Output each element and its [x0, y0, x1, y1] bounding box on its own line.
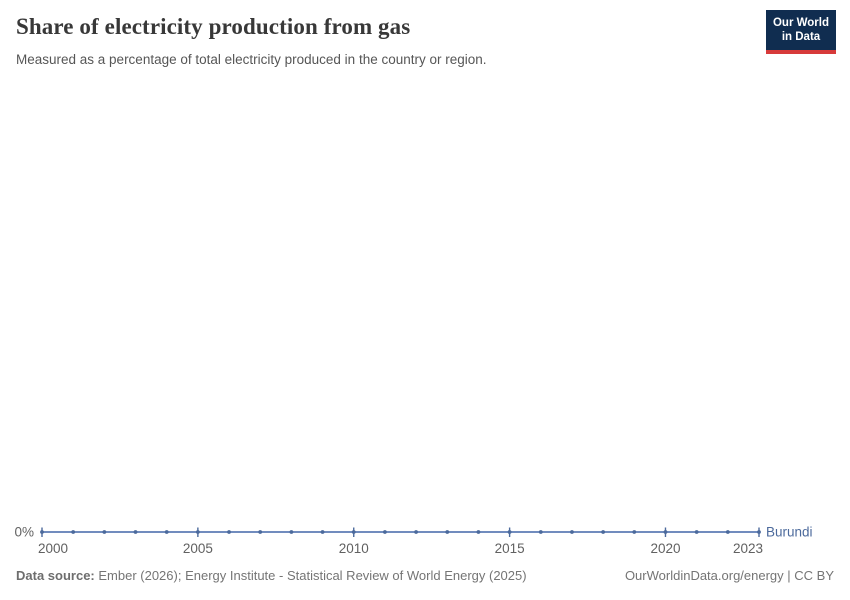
chart-subtitle: Measured as a percentage of total electr…	[16, 52, 487, 67]
data-source-text: Ember (2026); Energy Institute - Statist…	[94, 568, 527, 583]
data-point	[601, 530, 606, 534]
entity-label: Burundi	[766, 525, 813, 540]
data-point	[507, 530, 512, 534]
data-point	[320, 530, 325, 534]
data-point	[133, 530, 138, 534]
data-point	[538, 530, 543, 534]
data-point	[694, 530, 699, 534]
data-source-label: Data source:	[16, 568, 95, 583]
data-point	[383, 530, 387, 534]
x-tick-label: 2000	[38, 541, 68, 556]
x-tick-label: 2005	[183, 541, 213, 556]
x-tick-label: 2023	[733, 541, 763, 556]
x-tick-label: 2020	[650, 541, 680, 556]
data-point	[445, 530, 450, 534]
owid-logo-line1: Our World	[772, 17, 829, 29]
data-point	[164, 530, 169, 534]
data-point	[227, 530, 231, 534]
y-axis-label: 0%	[14, 525, 34, 540]
page-title: Share of electricity production from gas	[16, 14, 411, 39]
data-point	[40, 530, 44, 534]
data-point	[71, 530, 76, 534]
line-chart: 2000 2005 2010 2015 2020 2023 0% Burundi	[14, 525, 813, 557]
data-point	[570, 530, 574, 534]
data-point	[351, 530, 356, 534]
chart-footer: Data source: Ember (2026); Energy Instit…	[16, 568, 834, 583]
data-point	[195, 530, 200, 534]
data-point	[725, 530, 730, 534]
x-tick-label: 2010	[339, 541, 369, 556]
data-point	[258, 530, 263, 534]
data-point	[663, 530, 668, 534]
data-point	[476, 530, 481, 534]
data-point	[757, 530, 761, 534]
owid-logo[interactable]: Our World in Data	[766, 10, 836, 54]
x-tick-label: 2015	[495, 541, 525, 556]
credit-link[interactable]: OurWorldinData.org/energy | CC BY	[624, 568, 834, 583]
data-point	[289, 530, 294, 534]
owid-logo-line2: in Data	[781, 31, 821, 43]
data-point	[102, 530, 107, 534]
data-source: Data source: Ember (2026); Energy Instit…	[16, 568, 527, 583]
data-point	[632, 530, 637, 534]
data-point	[414, 530, 418, 534]
